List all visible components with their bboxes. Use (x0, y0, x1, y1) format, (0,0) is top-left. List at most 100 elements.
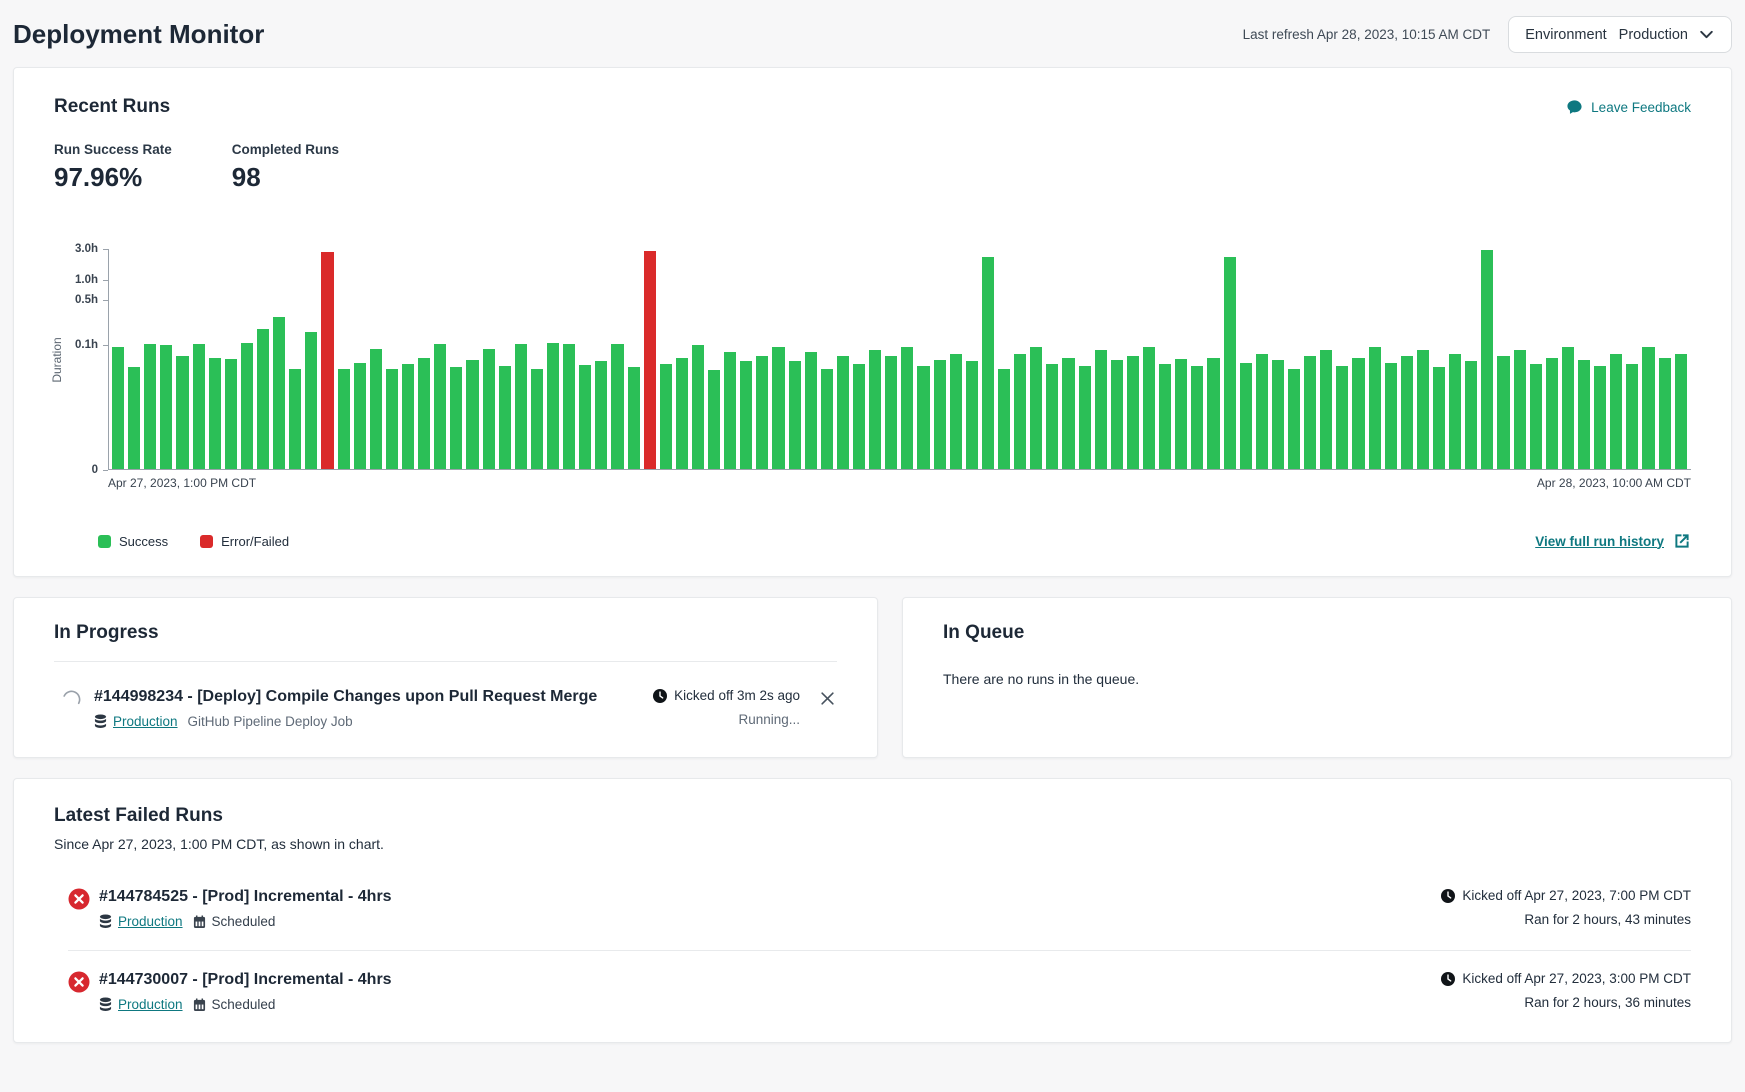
chart-bar-success[interactable] (659, 363, 672, 469)
chart-bar-success[interactable] (595, 361, 608, 469)
chart-bar-success[interactable] (1626, 363, 1639, 469)
chart-bar-success[interactable] (112, 347, 125, 469)
chart-bar-success[interactable] (1577, 360, 1591, 469)
chart-bar-success[interactable] (804, 352, 817, 469)
chart-bar-success[interactable] (369, 348, 382, 469)
chart-bar-success[interactable] (1400, 356, 1413, 469)
chart-bar-success[interactable] (1014, 354, 1027, 469)
chart-bar-success[interactable] (353, 362, 366, 469)
chart-bar-success[interactable] (1304, 355, 1317, 469)
chart-bar-success[interactable] (885, 356, 898, 469)
chart-bar-success[interactable] (450, 367, 463, 469)
chart-bar-success[interactable] (1561, 347, 1574, 469)
chart-bar-success[interactable] (208, 357, 221, 469)
chart-bar-success[interactable] (1062, 357, 1075, 469)
chart-bar-success[interactable] (482, 348, 495, 469)
chart-bar-success[interactable] (1223, 256, 1236, 469)
chart-bar-success[interactable] (901, 347, 914, 469)
chart-bar-success[interactable] (144, 344, 157, 469)
chart-bar-error[interactable] (643, 250, 656, 469)
chart-bar-success[interactable] (1545, 357, 1558, 469)
chart-bar-success[interactable] (1465, 360, 1478, 469)
environment-link[interactable]: Production (99, 997, 183, 1012)
chart-bar-success[interactable] (1175, 359, 1188, 469)
chart-bar-success[interactable] (949, 354, 962, 469)
chart-bar-success[interactable] (611, 344, 624, 469)
chart-bar-success[interactable] (579, 364, 592, 469)
chart-bar-success[interactable] (1030, 347, 1043, 469)
chart-bar-success[interactable] (273, 317, 286, 469)
chart-bar-success[interactable] (563, 344, 576, 469)
chart-bar-success[interactable] (256, 329, 270, 469)
chart-bar-success[interactable] (708, 369, 721, 469)
leave-feedback-link[interactable]: Leave Feedback (1566, 99, 1691, 116)
chart-bar-success[interactable] (498, 365, 511, 469)
chart-bar-success[interactable] (691, 345, 705, 469)
chart-bar-success[interactable] (1432, 366, 1446, 469)
chart-bar-success[interactable] (337, 368, 350, 469)
chart-bar-success[interactable] (1271, 360, 1284, 469)
chart-bar-success[interactable] (1658, 358, 1671, 469)
chart-bar-error[interactable] (321, 252, 334, 469)
chart-bar-success[interactable] (128, 366, 141, 469)
chart-bar-success[interactable] (1191, 365, 1204, 469)
chart-bar-success[interactable] (1674, 354, 1687, 469)
chart-bar-success[interactable] (1239, 362, 1252, 469)
chart-bar-success[interactable] (1320, 350, 1333, 469)
chart-bar-success[interactable] (224, 359, 237, 469)
chart-bar-success[interactable] (740, 360, 753, 469)
chart-bar-success[interactable] (933, 360, 946, 469)
chart-bar-success[interactable] (724, 352, 737, 469)
chart-bar-success[interactable] (305, 331, 318, 469)
chart-bar-success[interactable] (1529, 363, 1542, 469)
chart-bar-success[interactable] (418, 358, 431, 469)
chart-bar-success[interactable] (1352, 358, 1365, 469)
chart-bar-success[interactable] (1046, 363, 1059, 469)
environment-link[interactable]: Production (99, 914, 183, 929)
chart-bar-success[interactable] (289, 368, 302, 469)
chart-bar-success[interactable] (530, 368, 543, 469)
chart-bar-success[interactable] (998, 368, 1011, 469)
chart-bar-success[interactable] (1287, 368, 1301, 469)
chart-bar-success[interactable] (853, 363, 866, 469)
chart-bar-success[interactable] (1642, 347, 1655, 469)
chart-bar-success[interactable] (1207, 357, 1220, 469)
chart-bar-success[interactable] (675, 357, 688, 469)
chart-bar-success[interactable] (1255, 354, 1268, 469)
chart-bar-success[interactable] (1513, 350, 1526, 469)
chart-bar-success[interactable] (1610, 354, 1623, 469)
chart-bar-success[interactable] (240, 342, 253, 469)
chart-bar-success[interactable] (1481, 249, 1494, 469)
chart-bar-success[interactable] (1594, 365, 1607, 469)
chart-bar-success[interactable] (1094, 350, 1107, 469)
chart-bar-success[interactable] (772, 347, 785, 469)
chart-bar-success[interactable] (1143, 347, 1156, 469)
chart-bar-success[interactable] (514, 344, 527, 469)
chart-bar-success[interactable] (627, 367, 640, 469)
chart-bar-success[interactable] (192, 344, 205, 469)
chart-bar-success[interactable] (1497, 356, 1510, 469)
chart-bar-success[interactable] (160, 345, 173, 469)
cancel-run-button[interactable] (818, 689, 837, 708)
view-full-run-history-link[interactable]: View full run history (1535, 532, 1691, 550)
chart-bar-success[interactable] (434, 344, 447, 469)
chart-bar-success[interactable] (1336, 365, 1349, 469)
chart-bar-success[interactable] (176, 356, 189, 469)
chart-bar-success[interactable] (917, 365, 930, 469)
environment-link[interactable]: Production (94, 714, 178, 729)
chart-bar-success[interactable] (1126, 355, 1139, 469)
chart-bar-success[interactable] (1368, 347, 1381, 469)
chart-bar-success[interactable] (869, 350, 882, 469)
chart-bar-success[interactable] (1384, 362, 1397, 469)
environment-selector[interactable]: Environment Production (1508, 16, 1732, 53)
chart-bar-success[interactable] (401, 363, 415, 469)
chart-bar-success[interactable] (1449, 354, 1462, 469)
chart-bar-success[interactable] (820, 368, 833, 469)
chart-bar-success[interactable] (836, 356, 850, 469)
chart-bar-success[interactable] (385, 368, 398, 469)
chart-bar-success[interactable] (981, 256, 995, 469)
chart-bar-success[interactable] (466, 360, 479, 469)
chart-bar-success[interactable] (1078, 365, 1091, 469)
chart-bar-success[interactable] (546, 342, 560, 469)
chart-bar-success[interactable] (756, 355, 769, 469)
